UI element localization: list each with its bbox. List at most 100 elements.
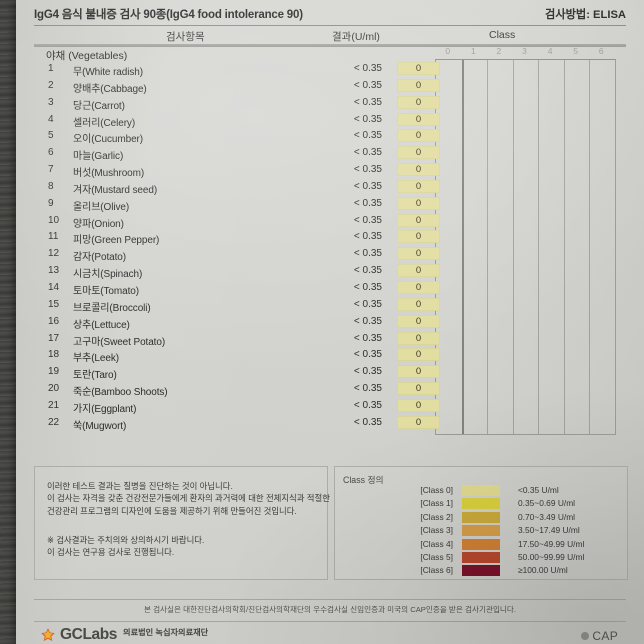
class-axis-tick-1: 1 <box>470 46 476 56</box>
row-result-value: < 0.35 <box>353 332 382 344</box>
class-definition-row: [Class 6] ≥100.00 U/ml <box>335 564 627 577</box>
row-index: 5 <box>48 130 54 142</box>
class-axis-tick-6: 6 <box>598 46 604 56</box>
row-item-name: 버섯(Mushroom) <box>73 168 145 180</box>
class-definition-label: [Class 5] <box>420 551 453 562</box>
report-header: IgG4 음식 불내증 검사 90종(IgG4 food intolerance… <box>34 6 626 24</box>
row-class-badge: 0 <box>397 163 440 177</box>
row-item-name: 무(White radish) <box>73 67 143 78</box>
row-result-value: < 0.35 <box>353 416 382 428</box>
table-row: 6 마늘(Garlic) < 0.35 0 <box>34 145 626 162</box>
disclaimer-line-2: 이 검사는 자격을 갖춘 건강전문가들에게 환자의 과거력에 대한 전체지식과 … <box>47 493 330 504</box>
class-color-swatch <box>462 485 500 496</box>
footer-divider-bottom <box>34 621 626 622</box>
row-index: 15 <box>48 298 60 310</box>
row-item-name: 양배추(Cabbage) <box>73 83 147 95</box>
results-table: 1 무(White radish) < 0.35 0 2 양배추(Cabbage) < 0.… <box>34 61 626 432</box>
row-item-name: 감자(Potato) <box>73 252 126 264</box>
class-definition-list: [Class 0] <0.35 U/ml [Class 1] 0.35~0.69 U/… <box>335 484 627 578</box>
class-definition-label: [Class 4] <box>420 538 453 549</box>
class-definition-row: [Class 3] 3.50~17.49 U/ml <box>335 524 627 537</box>
disclaimer-paragraph-2: ※ 검사결과는 주치의와 상의하시기 바랍니다. 이 검사는 연구용 검사로 진… <box>47 534 204 559</box>
row-class-badge: 0 <box>397 62 440 75</box>
row-class-badge: 0 <box>397 348 440 362</box>
class-definition-row: [Class 5] 50.00~99.99 U/ml <box>335 551 627 564</box>
row-class-badge: 0 <box>397 95 440 109</box>
row-class-badge: 0 <box>397 196 440 210</box>
class-definition-label: [Class 6] <box>420 565 453 576</box>
class-axis-tick-5: 5 <box>573 46 578 56</box>
row-index: 22 <box>48 416 60 428</box>
row-index: 17 <box>48 332 60 344</box>
row-class-badge: 0 <box>397 146 440 160</box>
table-row: 11 피망(Green Pepper) < 0.35 0 <box>34 229 626 246</box>
grid-line-1 <box>461 60 464 434</box>
class-axis-tick-0: 0 <box>445 46 451 56</box>
accreditation-text: 본 검사실은 대한진단검사의학회/진단검사의학재단의 우수검사실 신임인증과 미… <box>143 605 517 614</box>
class-color-swatch <box>462 511 500 523</box>
header-divider <box>34 25 626 26</box>
row-class-badge: 0 <box>397 112 440 126</box>
row-item-name: 상추(Lettuce) <box>73 319 130 331</box>
class-definition-range: <0.35 U/ml <box>518 485 559 495</box>
table-row: 17 고구마(Sweet Potato) < 0.35 0 <box>34 331 626 348</box>
table-row: 10 양파(Onion) < 0.35 0 <box>34 213 626 230</box>
class-color-swatch <box>462 565 500 577</box>
row-index: 18 <box>48 349 60 361</box>
table-row: 15 브로콜리(Broccoli) < 0.35 0 <box>34 297 626 314</box>
row-index: 6 <box>48 147 54 159</box>
table-row: 16 상추(Lettuce) < 0.35 0 <box>34 314 626 331</box>
row-class-badge: 0 <box>397 129 440 143</box>
row-item-name: 올리브(Olive) <box>73 201 130 213</box>
row-result-value: < 0.35 <box>353 63 382 74</box>
row-result-value: < 0.35 <box>353 130 382 142</box>
row-result-value: < 0.35 <box>353 164 382 176</box>
row-index: 4 <box>48 113 54 125</box>
table-row: 12 감자(Potato) < 0.35 0 <box>34 246 626 263</box>
row-class-badge: 0 <box>397 415 440 429</box>
class-color-swatch <box>462 525 500 537</box>
class-definition-label: [Class 1] <box>420 498 453 509</box>
row-result-value: < 0.35 <box>353 349 382 361</box>
table-row: 8 겨자(Mustard seed) < 0.35 0 <box>34 179 626 196</box>
lab-logo: GCLabs 의료법인 녹십자의료재단 <box>40 625 208 644</box>
test-method-label: 검사방법: ELISA <box>545 9 626 21</box>
row-result-value: < 0.35 <box>353 147 382 159</box>
class-axis-tick-2: 2 <box>496 46 502 56</box>
table-row: 3 당근(Carrot) < 0.35 0 <box>34 95 626 112</box>
row-index: 8 <box>48 180 54 192</box>
row-class-badge: 0 <box>397 398 440 412</box>
row-result-value: < 0.35 <box>353 298 382 310</box>
disclaimer-line-1: 이러한 테스트 결과는 질병을 진단하는 것이 아닙니다. <box>47 481 233 491</box>
report-page: IgG4 음식 불내증 검사 90종(IgG4 food intolerance… <box>16 0 644 644</box>
row-item-name: 시금치(Spinach) <box>73 269 143 281</box>
row-result-value: < 0.35 <box>353 281 382 293</box>
row-item-name: 죽순(Bamboo Shoots) <box>73 387 168 399</box>
row-result-value: < 0.35 <box>353 113 382 125</box>
class-definition-range: 3.50~17.49 U/ml <box>518 525 580 536</box>
row-class-badge: 0 <box>397 213 440 227</box>
row-index: 20 <box>48 383 60 395</box>
row-result-value: < 0.35 <box>353 214 382 226</box>
row-item-name: 양파(Onion) <box>73 218 124 230</box>
class-definition-box: Class 정의 [Class 0] <0.35 U/ml [Class 1] 0.3… <box>334 466 628 580</box>
row-class-badge: 0 <box>397 382 440 396</box>
row-item-name: 마늘(Garlic) <box>73 151 124 163</box>
row-class-badge: 0 <box>397 331 440 345</box>
column-header-result: 결과(U/ml) <box>332 31 380 43</box>
row-class-badge: 0 <box>397 365 440 379</box>
section-heading-vegetables: 야채 (Vegetables) <box>46 50 128 62</box>
class-chart-grid <box>435 59 616 435</box>
row-index: 11 <box>48 231 59 243</box>
page-title: IgG4 음식 불내증 검사 90종(IgG4 food intolerance… <box>34 9 303 21</box>
table-row: 18 부추(Leek) < 0.35 0 <box>34 347 626 364</box>
row-class-badge: 0 <box>397 280 440 294</box>
row-result-value: < 0.35 <box>353 383 382 395</box>
row-result-value: < 0.35 <box>353 79 382 91</box>
background-strip <box>0 0 17 644</box>
row-index: 16 <box>48 315 60 327</box>
row-result-value: < 0.35 <box>353 197 382 209</box>
class-definition-label: [Class 0] <box>420 485 453 495</box>
grid-line-3 <box>512 60 514 434</box>
star-icon <box>40 627 56 643</box>
